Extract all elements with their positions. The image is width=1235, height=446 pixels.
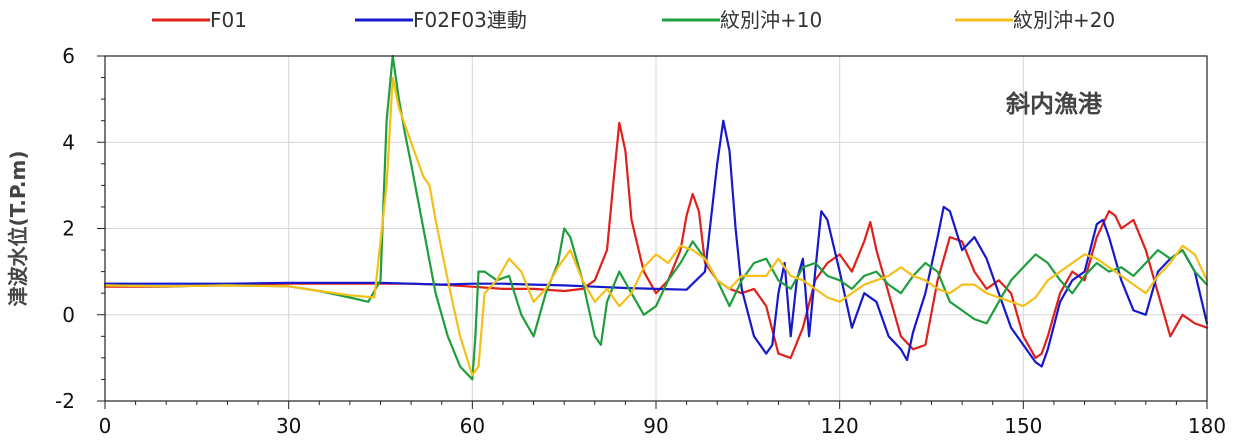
x-tick-label: 120 [821,414,859,438]
chart-annotation: 斜内漁港 [1005,90,1103,118]
tick-labels: 0 30 60 90 120 150 180 -2 0 2 4 6 [55,44,1226,438]
series-line-1 [103,121,1209,359]
y-tick-label: -2 [55,389,75,413]
series-layer [103,54,1209,381]
legend-label-2: F02F03連動 [413,8,527,32]
legend: F01 F02F03連動 紋別沖+10 紋別沖+20 [152,8,1115,32]
y-tick-label: 2 [62,217,75,241]
legend-label-4: 紋別沖+20 [1013,8,1115,32]
x-tick-label: 90 [643,414,668,438]
x-tick-label: 60 [460,414,485,438]
y-tick-label: 0 [62,303,75,327]
y-tick-label: 6 [62,44,75,68]
x-tick-label: 0 [99,414,112,438]
y-tick-label: 4 [62,130,75,154]
axis-ticks [97,55,1208,409]
x-tick-label: 30 [276,414,301,438]
series-line-4 [103,76,1209,377]
x-tick-label: 180 [1188,414,1226,438]
x-tick-label: 150 [1004,414,1042,438]
series-line-2 [103,119,1209,368]
legend-label-3: 紋別沖+10 [720,8,822,32]
y-axis-label: 津波水位(T.P.m) [6,151,30,307]
legend-label-1: F01 [210,8,247,32]
